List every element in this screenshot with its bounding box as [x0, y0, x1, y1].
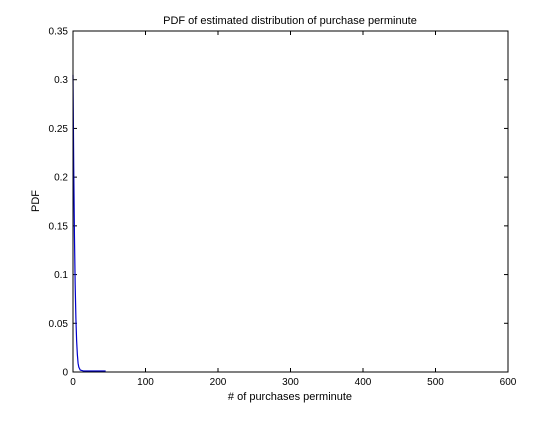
- y-tick-label: 0.35: [49, 27, 69, 38]
- y-tick-label: 0.2: [54, 173, 68, 184]
- y-axis-label: PDF: [30, 190, 42, 212]
- y-tick-label: 0: [62, 368, 68, 379]
- y-tick-label: 0.25: [49, 124, 69, 135]
- x-tick-label: 200: [210, 377, 227, 388]
- y-tick-label: 0.15: [49, 221, 69, 232]
- y-tick-label: 0.05: [49, 319, 69, 330]
- plot-frame: [72, 30, 509, 373]
- pdf-series-line: [72, 74, 106, 372]
- x-tick-label: 600: [500, 377, 517, 388]
- x-tick-label: 400: [355, 377, 372, 388]
- x-tick-label: 300: [282, 377, 299, 388]
- plot-area: [73, 31, 508, 372]
- x-tick-label: 500: [427, 377, 444, 388]
- series-layer: [72, 74, 106, 372]
- ticks-layer: 0 100 200 300 400 500 600 0 0.05 0.1 0.15 0.2 0.25 0.…: [49, 27, 517, 389]
- chart-title: PDF of estimated distribution of purchas…: [163, 15, 417, 27]
- x-tick-label: 0: [70, 377, 76, 388]
- x-tick-label: 100: [137, 377, 154, 388]
- x-axis-label: # of purchases perminute: [228, 391, 352, 403]
- y-tick-label: 0.3: [54, 75, 68, 86]
- y-tick-label: 0.1: [54, 270, 68, 281]
